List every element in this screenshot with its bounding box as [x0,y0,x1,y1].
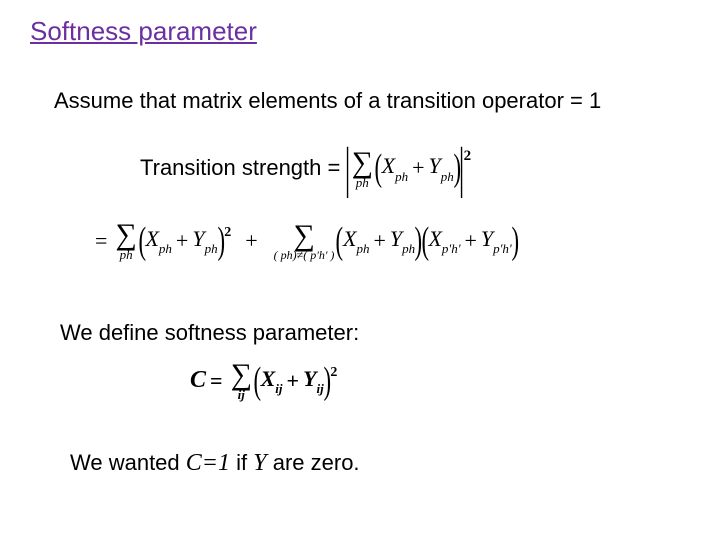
sigma-2b: ∑ ( ph)≠( p'h' ) [274,221,335,261]
line3-mid: if [236,450,253,475]
eq1-term: ( Xph + Yph ) [375,149,460,187]
eq1-exponent: 2 [464,148,472,165]
eq3-equals: = [210,368,223,394]
line3-c-eq-1: C=1 [186,450,230,476]
line3-y: Y [253,450,266,476]
eq2-term-a: ( Xph + Yph ) [139,222,224,260]
eq2-equals: = [95,228,107,254]
conclusion-text: We wanted C=1 if Y are zero. [70,450,360,477]
eq2-plus: + [245,228,257,254]
abs-bar-left: | [345,140,351,196]
sigma-1: ∑ ph [352,148,373,189]
slide: Softness parameter Assume that matrix el… [0,0,720,540]
definition-text: We define softness parameter: [60,320,359,346]
eq3-exponent: 2 [330,365,337,381]
equation-expanded: = ∑ ph ( Xph + Yph ) 2 + ∑ ( ph)≠( p'h' … [95,220,518,261]
slide-title: Softness parameter [30,16,257,47]
line3-suffix: are zero. [273,450,360,475]
eq2-exp-a: 2 [224,225,231,241]
eq1-label: Transition strength = [140,155,340,181]
eq3-term: ( Xij + Yij ) [254,362,330,400]
line3-prefix: We wanted [70,450,186,475]
equation-softness: C = ∑ ij ( Xij + Yij ) 2 [190,360,337,401]
equation-transition-strength: Transition strength = | ∑ ph ( Xph + Yph… [140,140,471,196]
assumption-text: Assume that matrix elements of a transit… [54,88,601,114]
eq2-term-b1: ( Xph + Yph ) [336,222,421,260]
eq3-lhs: C [190,367,206,394]
sigma-3: ∑ ij [231,360,252,401]
eq2-term-b2: ( Xp'h' + Yp'h' ) [422,222,519,260]
sigma-2a: ∑ ph [115,220,136,261]
